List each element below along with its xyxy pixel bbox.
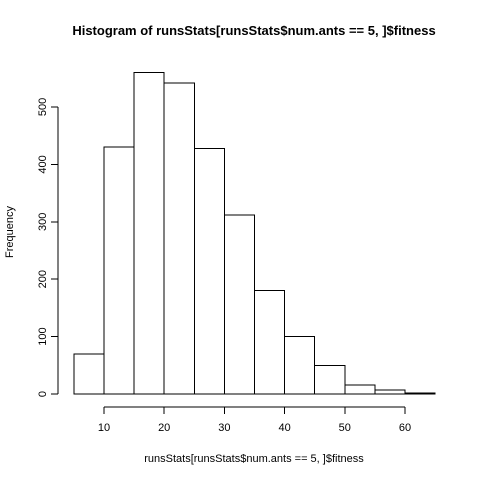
y-tick-label: 200 bbox=[37, 270, 49, 288]
histogram-bar-10 bbox=[344, 384, 376, 395]
y-tick-label: 100 bbox=[37, 327, 49, 345]
bars-group bbox=[73, 72, 436, 395]
histogram-bar-12 bbox=[404, 392, 436, 395]
histogram-bar-9 bbox=[314, 364, 346, 395]
histogram-bar-6 bbox=[223, 214, 255, 395]
histogram-bar-7 bbox=[254, 290, 286, 395]
y-axis-label: Frequency bbox=[4, 206, 16, 258]
x-tick-label: 20 bbox=[158, 422, 170, 434]
x-tick-label: 50 bbox=[339, 422, 351, 434]
histogram-bar-4 bbox=[163, 82, 195, 395]
x-tick-label: 10 bbox=[98, 422, 110, 434]
y-tick-label: 0 bbox=[37, 391, 49, 397]
histogram-bar-2 bbox=[103, 146, 135, 395]
x-axis: 10 20 30 40 50 60 bbox=[98, 406, 411, 434]
x-axis-label: runsStats[runsStats$num.ants == 5, ]$fit… bbox=[144, 453, 364, 465]
y-tick-label: 300 bbox=[37, 213, 49, 231]
histogram-bar-11 bbox=[374, 389, 406, 395]
histogram-bar-3 bbox=[133, 72, 165, 395]
histogram-bar-8 bbox=[284, 336, 316, 395]
histogram-bar-1 bbox=[73, 353, 105, 395]
x-tick-label: 30 bbox=[218, 422, 230, 434]
y-tick-label: 500 bbox=[37, 98, 49, 116]
y-tick-label: 400 bbox=[37, 155, 49, 173]
x-tick-label: 40 bbox=[278, 422, 290, 434]
y-axis: 0 100 200 300 400 500 bbox=[37, 98, 59, 397]
histogram-bar-5 bbox=[193, 147, 225, 395]
chart-title: Histogram of runsStats[runsStats$num.ant… bbox=[72, 23, 435, 38]
x-tick-label: 60 bbox=[399, 422, 411, 434]
